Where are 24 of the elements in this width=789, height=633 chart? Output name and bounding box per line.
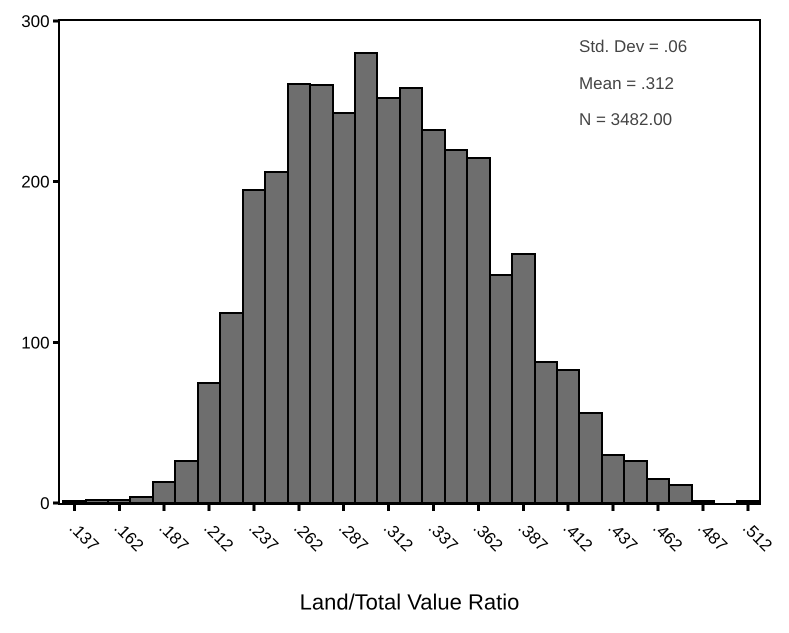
- x-tick-label: .387: [514, 518, 552, 556]
- y-tick-label: 200: [21, 172, 50, 192]
- x-tick-label: .287: [334, 518, 372, 556]
- x-tick-label: .512: [738, 518, 776, 556]
- x-tick-label: .312: [380, 518, 417, 556]
- x-tick-label: .237: [245, 518, 282, 556]
- x-tick-label: .337: [424, 518, 462, 556]
- y-tick-label: 300: [21, 12, 50, 31]
- annotation: Std. Dev = .06: [579, 37, 688, 56]
- x-tick-label: .362: [470, 518, 506, 556]
- y-tick-label: 100: [21, 333, 50, 352]
- annotation: N = 3482.00: [579, 110, 672, 129]
- y-tick-label: 0: [40, 494, 50, 513]
- x-tick-label: .412: [559, 518, 596, 556]
- x-tick-label: .262: [290, 518, 327, 556]
- x-tick-label: .137: [66, 518, 102, 556]
- x-tick-label: .487: [694, 518, 731, 556]
- annotation: Mean = .312: [579, 74, 674, 93]
- x-tick-label: .437: [604, 518, 642, 556]
- x-tick-label: .462: [649, 518, 686, 556]
- x-tick-label: .162: [110, 518, 148, 556]
- x-axis-title: Land/Total Value Ratio: [300, 590, 520, 615]
- x-tick-label: .187: [155, 518, 192, 556]
- x-tick-label: .212: [200, 518, 238, 556]
